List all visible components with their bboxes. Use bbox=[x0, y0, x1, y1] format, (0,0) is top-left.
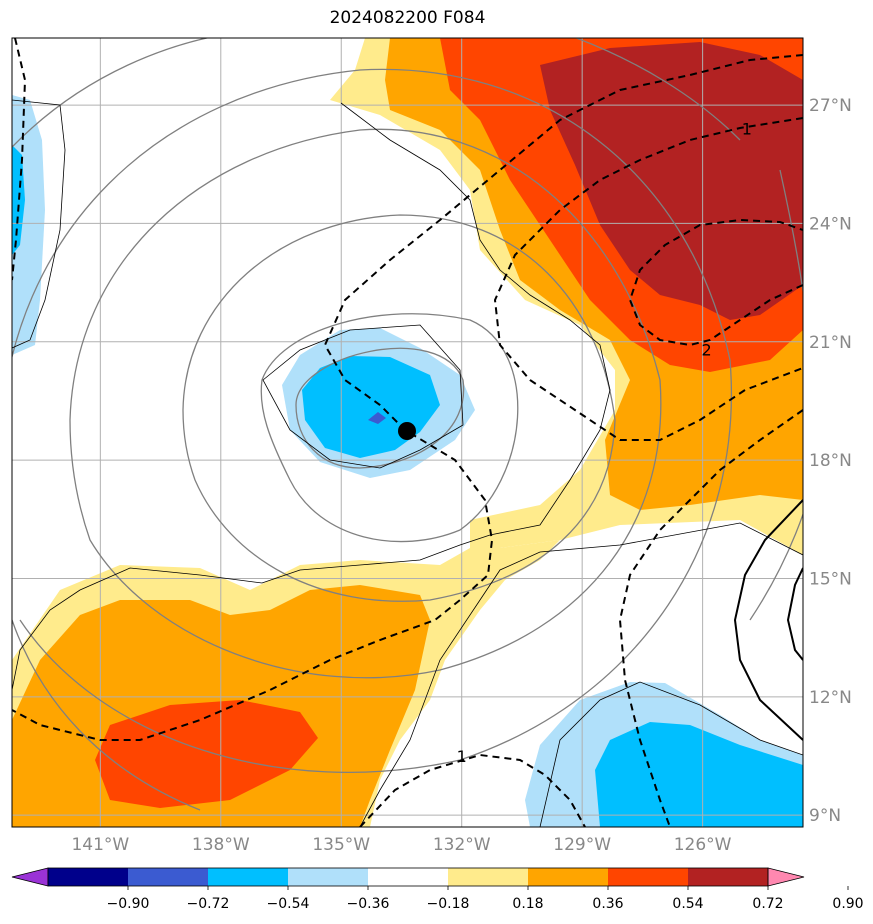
colorbar: −0.90 −0.72 −0.54 −0.36 −0.18 0.18 0.36 0.54 0.7… bbox=[11, 867, 864, 912]
map-area bbox=[12, 38, 803, 827]
gray-contour bbox=[12, 38, 211, 149]
chart-title: 2024082200 F084 bbox=[329, 8, 486, 28]
x-tick-label: 141°W bbox=[71, 835, 129, 855]
dashed-contour bbox=[359, 753, 586, 827]
gray-contour bbox=[12, 619, 201, 811]
grid-lines bbox=[12, 38, 803, 827]
colorbar-swatch bbox=[688, 868, 768, 886]
dashed-contour bbox=[12, 54, 803, 741]
colorbar-extend-high bbox=[767, 867, 805, 887]
y-tick-label: 27°N bbox=[809, 96, 852, 116]
field-fill-redorange-south bbox=[95, 700, 318, 808]
contour-label: 2 bbox=[702, 341, 712, 360]
colorbar-tick-label: 0.72 bbox=[752, 896, 783, 912]
solid-contours bbox=[733, 499, 803, 741]
gray-contour bbox=[749, 512, 803, 621]
colorbar-tick-label: 0.54 bbox=[672, 896, 703, 912]
colorbar-swatch bbox=[208, 868, 288, 886]
colorbar-swatch bbox=[368, 868, 448, 886]
y-tick-label: 18°N bbox=[809, 451, 852, 471]
dashed-contour bbox=[12, 38, 27, 281]
dashed-contours bbox=[12, 38, 803, 827]
colorbar-swatch bbox=[128, 868, 208, 886]
colorbar-swatch bbox=[48, 868, 128, 886]
thin-contour bbox=[12, 99, 66, 349]
colorbar-tick-label: 0.90 bbox=[832, 896, 863, 912]
field-fill-mediumblue-spot bbox=[368, 412, 386, 424]
solid-contour bbox=[786, 567, 803, 661]
colorbar-tick-label: −0.72 bbox=[187, 896, 230, 912]
solid-contour bbox=[733, 499, 803, 741]
gray-contour bbox=[260, 313, 519, 543]
thin-contour bbox=[12, 102, 611, 691]
x-tick-labels: 141°W 138°W 135°W 132°W 129°W 126°W bbox=[71, 835, 731, 855]
x-tick-label: 138°W bbox=[192, 835, 250, 855]
contour-labels: 1 2 1 bbox=[457, 120, 752, 766]
colorbar-extend-low bbox=[11, 867, 49, 887]
storm-center-marker bbox=[398, 422, 416, 440]
contour-label: 1 bbox=[742, 120, 752, 139]
gray-contour bbox=[182, 214, 616, 602]
y-tick-label: 9°N bbox=[809, 806, 841, 826]
colorbar-tick-label: −0.54 bbox=[267, 896, 310, 912]
gray-contour bbox=[12, 68, 732, 773]
y-tick-label: 21°N bbox=[809, 333, 852, 353]
colorbar-frame bbox=[47, 867, 769, 887]
thin-contours bbox=[12, 99, 803, 827]
thin-contour bbox=[539, 681, 803, 827]
colorbar-tick-label: 0.18 bbox=[512, 896, 543, 912]
colorbar-tick-label: −0.90 bbox=[107, 896, 150, 912]
contour-label: 1 bbox=[457, 747, 467, 766]
gray-contour bbox=[69, 128, 662, 679]
thin-contour bbox=[359, 522, 803, 827]
y-tick-label: 12°N bbox=[809, 688, 852, 708]
dashed-contour bbox=[628, 218, 803, 347]
colorbar-tick-label: −0.36 bbox=[347, 896, 390, 912]
gray-contour bbox=[574, 38, 741, 141]
colorbar-tick-label: 0.36 bbox=[592, 896, 623, 912]
dashed-contour bbox=[618, 409, 803, 827]
x-tick-label: 135°W bbox=[312, 835, 370, 855]
dashed-contour bbox=[493, 117, 803, 441]
colorbar-swatch bbox=[608, 868, 688, 886]
y-tick-label: 15°N bbox=[809, 569, 852, 589]
thin-contour bbox=[262, 324, 464, 469]
field-fill-darkred bbox=[540, 42, 803, 320]
field-fill-blue-southeast bbox=[595, 722, 803, 827]
map-frame bbox=[11, 37, 804, 828]
y-tick-labels: 9°N 12°N 15°N 18°N 21°N 24°N 27°N bbox=[809, 96, 852, 826]
gray-contour bbox=[295, 347, 465, 469]
y-tick-label: 24°N bbox=[809, 214, 852, 234]
x-tick-label: 126°W bbox=[674, 835, 732, 855]
colorbar-swatch bbox=[448, 868, 528, 886]
colorbar-tick-label: −0.18 bbox=[427, 896, 470, 912]
colorbar-swatch bbox=[528, 868, 608, 886]
x-tick-label: 132°W bbox=[433, 835, 491, 855]
colorbar-swatch bbox=[288, 868, 368, 886]
x-tick-label: 129°W bbox=[553, 835, 611, 855]
